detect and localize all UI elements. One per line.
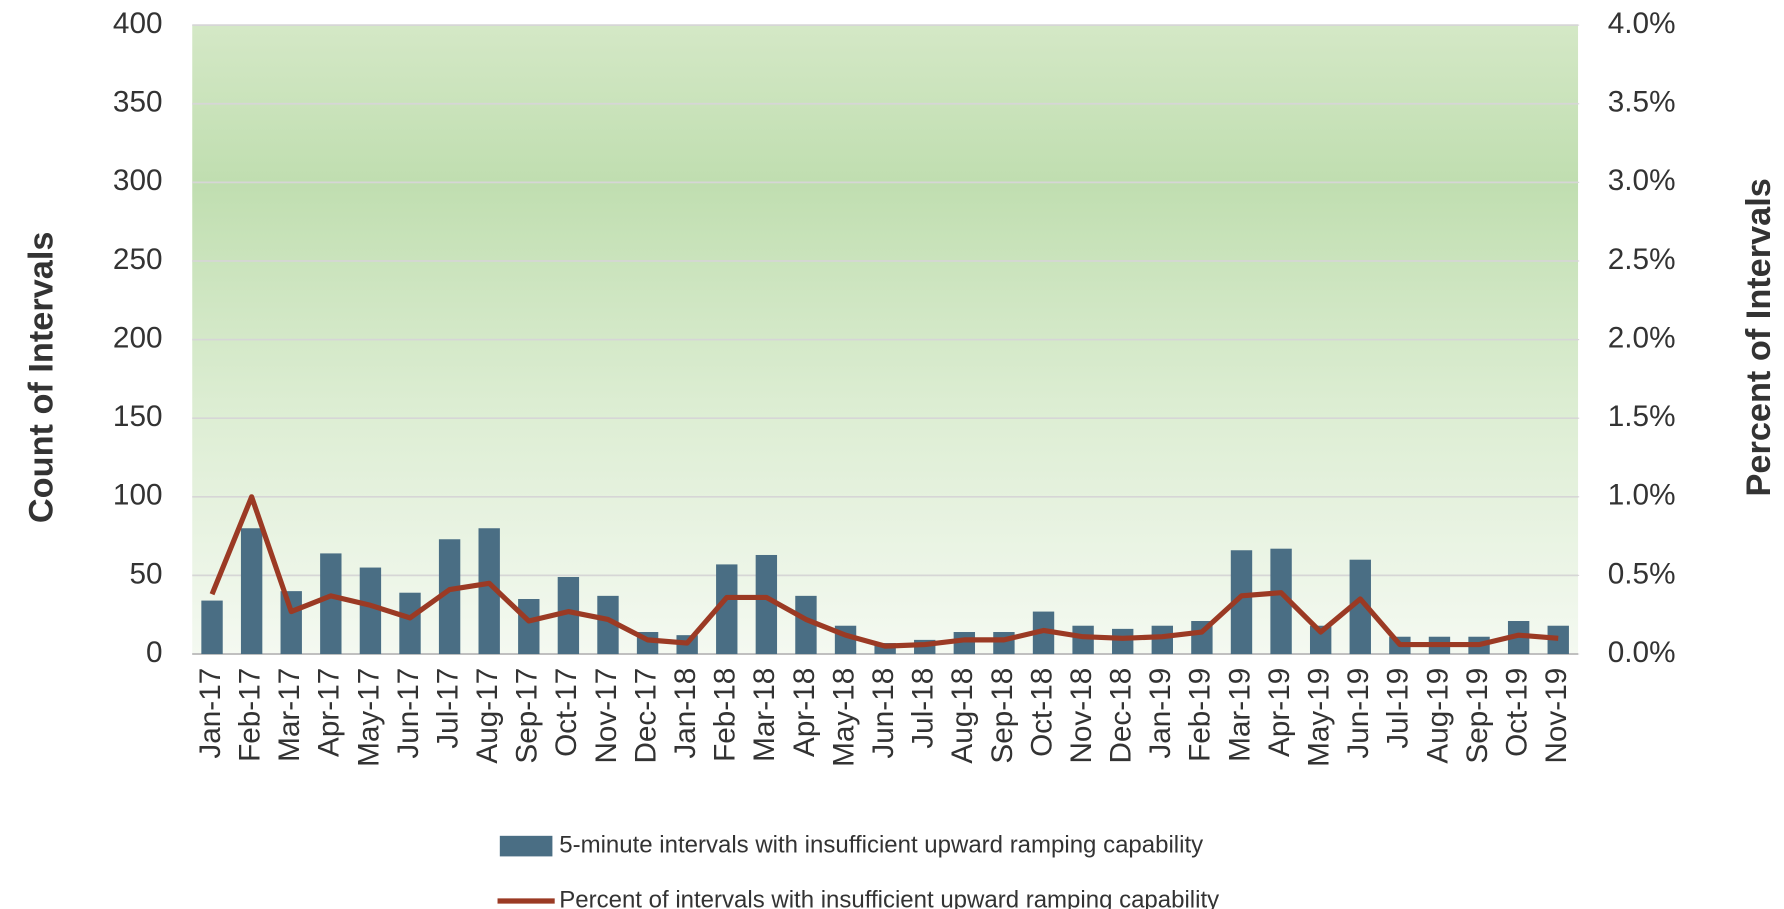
legend-label: 5-minute intervals with insufficient upw… bbox=[559, 831, 1203, 858]
y-tick-label: 0 bbox=[146, 636, 163, 669]
y2-tick-label: 4.0% bbox=[1608, 7, 1676, 40]
x-tick-label: Oct-19 bbox=[1500, 668, 1533, 757]
x-tick-label: Feb-18 bbox=[709, 668, 742, 762]
x-tick-label: Oct-18 bbox=[1025, 668, 1058, 757]
x-tick-label: Aug-18 bbox=[946, 668, 979, 764]
x-tick-label: Jun-17 bbox=[392, 668, 425, 759]
x-tick-label: Nov-19 bbox=[1540, 668, 1573, 764]
x-tick-label: Jan-19 bbox=[1144, 668, 1177, 759]
x-tick-label: Nov-17 bbox=[590, 668, 623, 764]
x-tick-label: Jul-17 bbox=[431, 668, 464, 749]
bar bbox=[1547, 625, 1569, 655]
y-tick-label: 400 bbox=[113, 7, 163, 40]
legend-label: Percent of intervals with insufficient u… bbox=[559, 886, 1219, 909]
y2-tick-label: 3.5% bbox=[1608, 86, 1676, 119]
x-tick-label: Mar-19 bbox=[1223, 668, 1256, 762]
x-tick-label: Dec-17 bbox=[629, 668, 662, 764]
x-tick-label: Apr-17 bbox=[313, 668, 346, 757]
y2-tick-label: 1.0% bbox=[1608, 479, 1676, 512]
legend-swatch bbox=[499, 835, 553, 857]
bar bbox=[795, 595, 817, 655]
x-tick-label: Jul-18 bbox=[907, 668, 940, 749]
x-tick-label: May-17 bbox=[352, 668, 385, 767]
x-tick-label: Sep-17 bbox=[511, 668, 544, 764]
bar bbox=[399, 592, 421, 655]
bar bbox=[1349, 559, 1371, 655]
x-tick-label: Sep-18 bbox=[986, 668, 1019, 764]
x-tick-label: Aug-17 bbox=[471, 668, 504, 764]
x-tick-label: Apr-19 bbox=[1263, 668, 1296, 757]
bar bbox=[993, 632, 1015, 655]
y-tick-label: 50 bbox=[129, 557, 162, 590]
x-tick-label: May-19 bbox=[1303, 668, 1336, 767]
y-axis-label: Count of Intervals bbox=[23, 232, 61, 524]
x-tick-label: Jun-19 bbox=[1342, 668, 1375, 759]
y2-tick-label: 3.0% bbox=[1608, 164, 1676, 197]
x-tick-label: Aug-19 bbox=[1421, 668, 1454, 764]
x-tick-label: Jul-19 bbox=[1382, 668, 1415, 749]
y2-tick-label: 0.0% bbox=[1608, 636, 1676, 669]
bar bbox=[359, 567, 382, 655]
y2-tick-label: 2.0% bbox=[1608, 321, 1676, 354]
bar bbox=[320, 553, 342, 655]
bar bbox=[716, 564, 738, 655]
x-tick-label: Jun-18 bbox=[867, 668, 900, 759]
y2-axis-label: Percent of Intervals bbox=[1740, 178, 1778, 496]
y-tick-label: 300 bbox=[113, 164, 163, 197]
y2-tick-label: 0.5% bbox=[1608, 557, 1676, 590]
y-tick-label: 100 bbox=[113, 479, 163, 512]
y-tick-label: 200 bbox=[113, 321, 163, 354]
y-tick-label: 150 bbox=[113, 400, 163, 433]
bar bbox=[518, 598, 540, 655]
x-tick-label: Oct-17 bbox=[550, 668, 583, 757]
x-tick-label: May-18 bbox=[827, 668, 860, 767]
x-tick-label: Apr-18 bbox=[788, 668, 821, 757]
x-tick-label: Mar-18 bbox=[748, 668, 781, 762]
bar bbox=[478, 528, 500, 655]
bar bbox=[1230, 550, 1253, 655]
bar bbox=[557, 576, 580, 655]
bar bbox=[240, 528, 263, 655]
x-tick-label: Feb-17 bbox=[233, 668, 266, 762]
bar bbox=[1112, 628, 1134, 655]
bar bbox=[1072, 625, 1094, 655]
y2-tick-label: 1.5% bbox=[1608, 400, 1676, 433]
x-tick-label: Nov-18 bbox=[1065, 668, 1098, 764]
bar bbox=[438, 539, 461, 655]
bar bbox=[1309, 625, 1332, 655]
x-tick-label: Feb-19 bbox=[1184, 668, 1217, 762]
x-tick-label: Jan-18 bbox=[669, 668, 702, 759]
x-tick-label: Dec-18 bbox=[1105, 668, 1138, 764]
x-tick-label: Mar-17 bbox=[273, 668, 306, 762]
bar bbox=[280, 591, 302, 655]
bar bbox=[755, 554, 778, 655]
x-tick-label: Sep-19 bbox=[1461, 668, 1494, 764]
bar bbox=[597, 595, 619, 655]
x-tick-label: Jan-17 bbox=[194, 668, 227, 759]
line bbox=[209, 494, 1559, 649]
bar bbox=[1270, 548, 1292, 655]
bar bbox=[201, 600, 223, 655]
y-tick-label: 350 bbox=[113, 86, 163, 119]
y-tick-label: 250 bbox=[113, 243, 163, 276]
y2-tick-label: 2.5% bbox=[1608, 243, 1676, 276]
bar bbox=[1151, 625, 1173, 655]
